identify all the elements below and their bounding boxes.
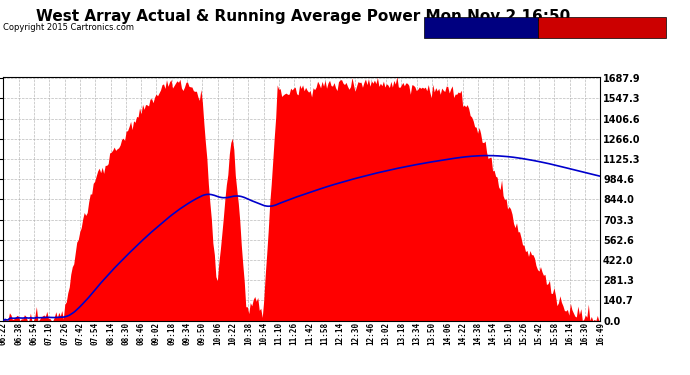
Text: West Array Actual & Running Average Power Mon Nov 2 16:50: West Array Actual & Running Average Powe… [37, 9, 571, 24]
Text: Copyright 2015 Cartronics.com: Copyright 2015 Cartronics.com [3, 22, 135, 32]
Text: Average  (DC Watts): Average (DC Watts) [429, 22, 533, 32]
Text: West Array  (DC Watts): West Array (DC Watts) [543, 22, 660, 32]
